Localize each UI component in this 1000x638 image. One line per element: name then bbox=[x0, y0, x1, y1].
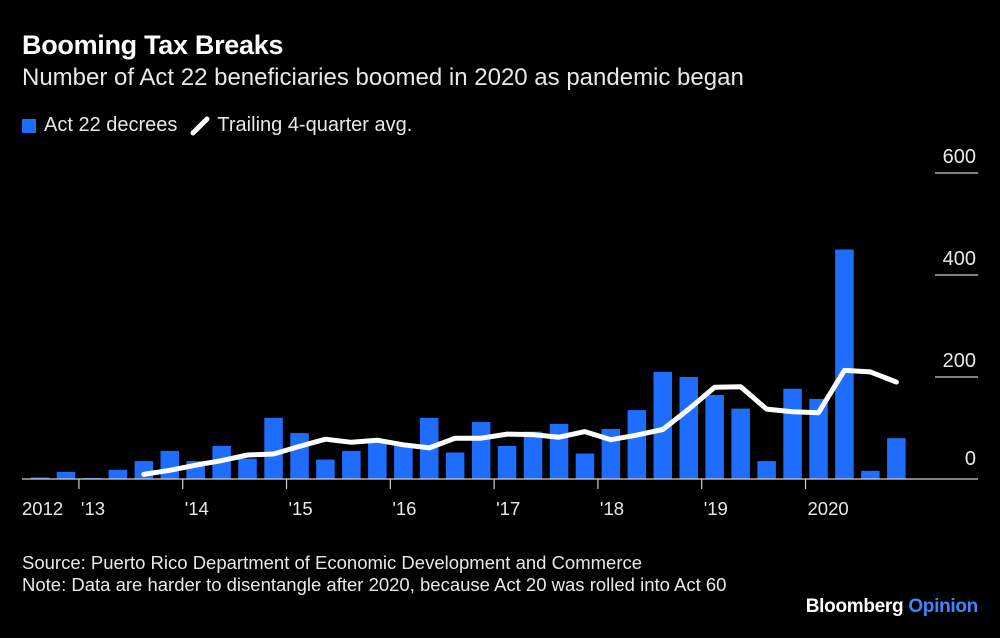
legend-item-bars: Act 22 decrees bbox=[22, 114, 177, 137]
bar-2019-q3 bbox=[757, 461, 776, 479]
x-tick-label-17: '17 bbox=[496, 498, 520, 519]
bar-2012-q3 bbox=[30, 477, 50, 479]
chart-title: Booming Tax Breaks bbox=[22, 30, 284, 60]
bar-2019-q2 bbox=[731, 408, 750, 479]
y-tick-label-400: 400 bbox=[943, 248, 976, 270]
bar-2013-q4 bbox=[160, 450, 179, 479]
data-note: Note: Data are harder to disentangle aft… bbox=[22, 574, 727, 595]
x-tick-label-2020: 2020 bbox=[808, 498, 849, 519]
bar-2017-q1 bbox=[497, 445, 517, 479]
brand-name: Bloomberg bbox=[805, 596, 904, 617]
x-tick-label-18: '18 bbox=[600, 498, 624, 519]
legend-item-line: Trailing 4-quarter avg. bbox=[189, 114, 412, 137]
bar-2020-q2 bbox=[835, 249, 854, 479]
bar-2018-q1 bbox=[601, 429, 621, 479]
bar-2015-q1 bbox=[290, 433, 309, 479]
brand-logo: Bloomberg Opinion bbox=[805, 596, 979, 618]
x-tick-label-15: '15 bbox=[289, 498, 313, 519]
bar-2017-q4 bbox=[575, 453, 595, 479]
bar-2012-q4 bbox=[56, 471, 76, 479]
bar-2014-q4 bbox=[264, 417, 283, 479]
series-line-trailing-avg bbox=[141, 367, 899, 477]
bar-2018-q3 bbox=[653, 371, 672, 479]
x-tick-label-2012: 2012 bbox=[22, 498, 63, 519]
bar-2020-q3 bbox=[861, 470, 880, 479]
legend: Act 22 decrees Trailing 4-quarter avg. bbox=[22, 114, 424, 137]
bar-2016-q3 bbox=[445, 452, 465, 479]
bar-2019-q1 bbox=[705, 394, 724, 479]
source-note: Source: Puerto Rico Department of Econom… bbox=[22, 552, 643, 573]
bar-2016-q1 bbox=[394, 444, 413, 479]
x-tick-label-19: '19 bbox=[704, 498, 728, 519]
brand-opinion: Opinion bbox=[908, 596, 978, 617]
y-tick-label-200: 200 bbox=[943, 350, 976, 372]
bar-2020-q4 bbox=[887, 438, 906, 479]
bar-2015-q4 bbox=[368, 440, 387, 480]
bar-2018-q4 bbox=[679, 377, 698, 479]
y-tick-label-0: 0 bbox=[965, 448, 976, 470]
legend-line-swatch-icon bbox=[190, 116, 210, 135]
x-tick-label-14: '14 bbox=[185, 498, 209, 519]
bar-2013-q2 bbox=[108, 469, 128, 479]
bar-2017-q2 bbox=[523, 431, 543, 479]
legend-bar-label: Act 22 decrees bbox=[44, 114, 178, 136]
x-tick-label-16: '16 bbox=[392, 498, 416, 519]
bar-2020-q1 bbox=[809, 398, 828, 479]
y-tick-label-600: 600 bbox=[943, 146, 976, 168]
chart-subtitle: Number of Act 22 beneficiaries boomed in… bbox=[22, 64, 744, 91]
bar-2015-q3 bbox=[342, 450, 361, 479]
x-tick-label-13: '13 bbox=[81, 498, 105, 519]
bar-2014-q3 bbox=[238, 458, 257, 479]
bar-2019-q4 bbox=[783, 388, 802, 479]
bar-2016-q4 bbox=[471, 421, 491, 479]
legend-bar-swatch-icon bbox=[22, 118, 36, 133]
bar-2017-q3 bbox=[549, 423, 569, 479]
footer: Source: Puerto Rico Department of Econom… bbox=[22, 552, 782, 596]
bar-2015-q2 bbox=[316, 459, 335, 479]
bar-2018-q2 bbox=[627, 410, 647, 479]
legend-line-label: Trailing 4-quarter avg. bbox=[217, 114, 413, 136]
